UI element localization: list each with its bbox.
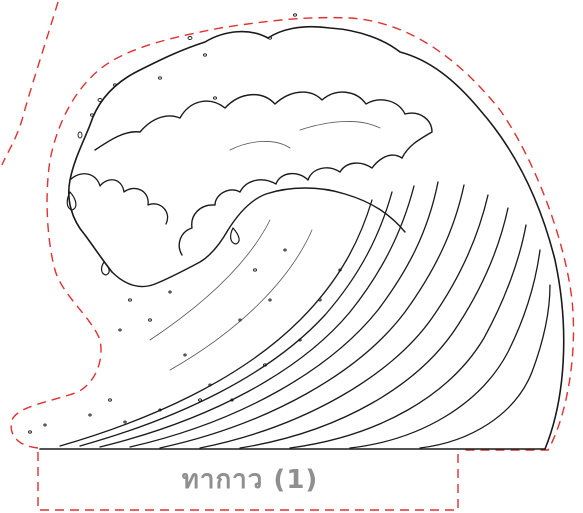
cut-line [1,1,575,511]
wave-foam-left [69,173,169,225]
wave-outer-contour [68,25,565,450]
wave-droplets [66,191,240,276]
wave-crest-foam [94,91,433,159]
cut-outline-wave [10,16,575,451]
wave-sweep-lines [59,181,551,449]
wave-mid-foam [178,154,403,256]
cut-outline-top-left [1,1,59,166]
wave-inner-curl [111,187,406,288]
glue-tab-label: ทากาว (1) [182,465,319,495]
wave-detail-lines [149,121,381,371]
wave-illustration [39,25,565,450]
spray-dots [28,13,342,434]
